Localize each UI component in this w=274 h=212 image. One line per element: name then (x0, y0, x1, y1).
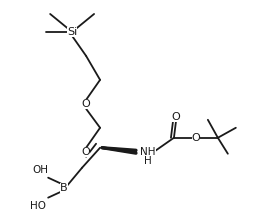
Text: O: O (82, 147, 90, 157)
Text: Si: Si (67, 27, 77, 37)
Text: O: O (82, 99, 90, 109)
Text: NH: NH (140, 147, 156, 157)
Text: H: H (144, 156, 152, 166)
Text: OH: OH (32, 165, 48, 175)
Text: HO: HO (30, 201, 46, 211)
Text: O: O (172, 112, 180, 122)
Text: B: B (60, 183, 68, 193)
Text: O: O (192, 133, 200, 143)
